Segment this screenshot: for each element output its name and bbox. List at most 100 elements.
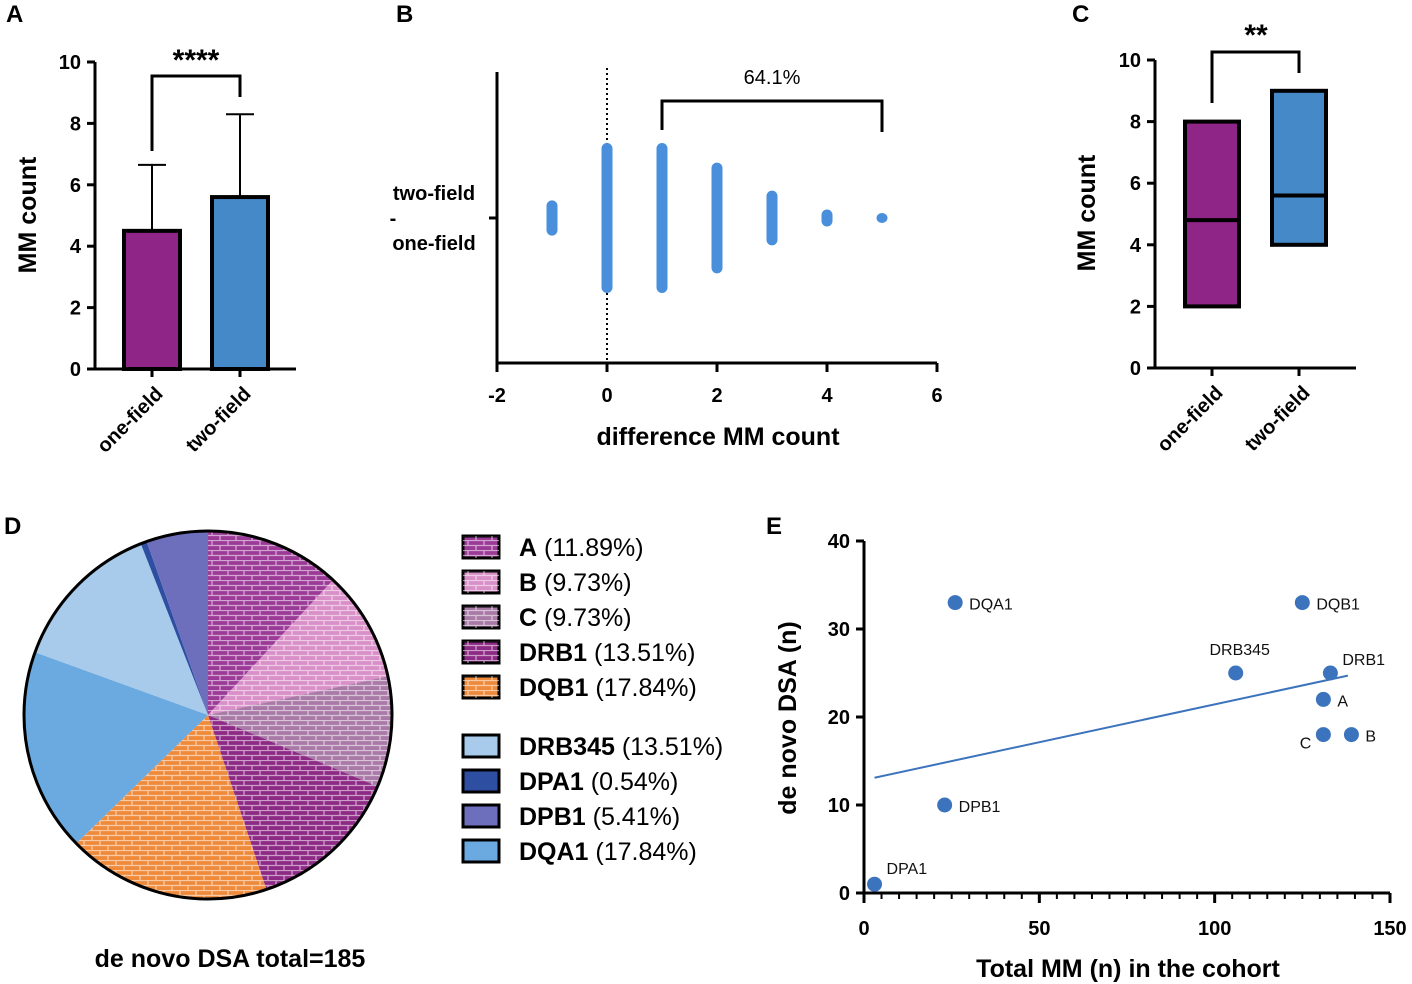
panel-c-significance: ** bbox=[1244, 19, 1268, 52]
panel-b-bracket bbox=[660, 99, 884, 132]
panel-e-point-a bbox=[1315, 691, 1331, 707]
panel-e-point-label: DPA1 bbox=[887, 861, 928, 878]
panel-c-ytick-label: 10 bbox=[1119, 50, 1141, 72]
panel-e-point-dpa1 bbox=[867, 876, 883, 892]
panel-e-ytick-label: 40 bbox=[828, 531, 850, 553]
panel-e-point-label: B bbox=[1365, 729, 1376, 746]
panel-e-point-dqb1 bbox=[1294, 595, 1310, 611]
panel-e-point-dqa1 bbox=[947, 595, 963, 611]
pie-slice-dpa1 bbox=[140, 541, 208, 715]
legend-percent: (17.84%) bbox=[588, 674, 696, 702]
legend-label-dqa1: DQA1 (17.84%) bbox=[519, 838, 697, 866]
pie-slice-pattern bbox=[76, 715, 267, 900]
panel-b-strip-points bbox=[711, 162, 723, 274]
legend-swatch-pattern bbox=[463, 606, 499, 628]
legend-label-b: B (9.73%) bbox=[519, 569, 632, 597]
legend-swatch-dpb1 bbox=[461, 803, 501, 829]
panel-c-box-chart: MM count 0 2 4 6 8 10 one-field two-field ** bbox=[1073, 19, 1356, 456]
panel-c-xtick-label: two-field bbox=[1241, 382, 1315, 456]
panel-e-point-label: DRB1 bbox=[1342, 652, 1385, 669]
panel-e-xtick-label: 50 bbox=[1028, 918, 1050, 940]
legend-name: C bbox=[519, 604, 537, 632]
panel-a-xtick-label: two-field bbox=[182, 383, 256, 457]
panel-a-ytick-label: 10 bbox=[59, 52, 81, 74]
panel-b-xtick-label: 4 bbox=[821, 385, 833, 407]
panel-e-point-label: C bbox=[1300, 736, 1312, 753]
panel-c-ytick-label: 0 bbox=[1130, 358, 1141, 380]
panel-b-annotation: 64.1% bbox=[744, 67, 801, 89]
legend-percent: (13.51%) bbox=[587, 639, 695, 667]
panel-e-scatter-chart: de novo DSA (n) 0 10 20 30 40 0 50 100 150 DQA1 DQ… bbox=[774, 531, 1407, 983]
panel-e-trend-line bbox=[874, 674, 1349, 779]
panel-b-strip-points bbox=[821, 209, 833, 227]
panel-a-ytick-label: 4 bbox=[70, 236, 82, 258]
legend-name: DPA1 bbox=[519, 768, 584, 796]
panel-a-ytick-label: 6 bbox=[70, 175, 81, 197]
panel-e-xtick-label: 150 bbox=[1373, 918, 1406, 940]
legend-percent: (17.84%) bbox=[588, 838, 696, 866]
panel-e-point-label: DQB1 bbox=[1316, 597, 1360, 614]
panel-b-strip-points bbox=[766, 190, 778, 246]
panel-e-ytick-label: 0 bbox=[839, 883, 850, 905]
panel-e-point-label: DQA1 bbox=[969, 597, 1013, 614]
legend-label-dpa1: DPA1 (0.54%) bbox=[519, 768, 678, 796]
panel-b-ylabel-line-1: two-field bbox=[393, 183, 475, 205]
legend-label-dqb1: DQB1 (17.84%) bbox=[519, 674, 697, 702]
panel-a-bar bbox=[122, 228, 182, 371]
panel-e-xtick-label: 100 bbox=[1198, 918, 1231, 940]
panel-c-xtick-label: one-field bbox=[1153, 382, 1227, 456]
pie-slice-pattern bbox=[208, 715, 378, 890]
panel-label-c: C bbox=[1072, 1, 1089, 28]
panel-b-xlabel: difference MM count bbox=[596, 423, 840, 451]
panel-b-xtick-label: 6 bbox=[931, 385, 942, 407]
legend-swatch-drb345 bbox=[461, 733, 501, 759]
panel-c-ytick-label: 2 bbox=[1130, 296, 1141, 318]
legend-name: DRB345 bbox=[519, 733, 615, 761]
panel-c-ylabel: MM count bbox=[1073, 154, 1101, 271]
legend-name: B bbox=[519, 569, 537, 597]
panel-e-point-label: DRB345 bbox=[1209, 642, 1270, 659]
panel-b-strip-points bbox=[656, 143, 668, 293]
legend-label-c: C (9.73%) bbox=[519, 604, 632, 632]
panel-a-ytick-label: 8 bbox=[70, 113, 81, 135]
legend-name: DQA1 bbox=[519, 838, 589, 866]
legend-percent: (9.73%) bbox=[537, 569, 631, 597]
pie-slice-dqa1 bbox=[24, 652, 209, 844]
pie-slice-pattern bbox=[208, 580, 388, 715]
pie-outline bbox=[22, 529, 394, 901]
panel-c-ytick-label: 4 bbox=[1130, 235, 1142, 257]
panel-b-strip-points bbox=[546, 200, 558, 236]
legend-percent: (9.73%) bbox=[537, 604, 631, 632]
panel-a-bar bbox=[210, 195, 270, 371]
panel-e-ylabel: de novo DSA (n) bbox=[774, 621, 802, 815]
panel-e-ytick-label: 30 bbox=[828, 619, 850, 641]
panel-a-significance: **** bbox=[173, 44, 220, 77]
panel-label-d: D bbox=[4, 513, 21, 540]
panel-c-box bbox=[1270, 88, 1328, 247]
pie-slice-dpb1 bbox=[146, 531, 208, 715]
panel-b-ylabel-line-3: one-field bbox=[392, 233, 475, 255]
legend-swatch-dqa1 bbox=[461, 838, 501, 864]
panel-e-point-label: A bbox=[1337, 693, 1348, 710]
legend-swatch-pattern bbox=[463, 536, 499, 558]
legend-label-drb1: DRB1 (13.51%) bbox=[519, 639, 695, 667]
legend-swatch-pattern bbox=[463, 676, 499, 698]
legend-label-dpb1: DPB1 (5.41%) bbox=[519, 803, 680, 831]
panel-a-bar-chart: MM count 0 2 4 6 8 10 one-field two-field **** bbox=[14, 44, 296, 457]
panel-b-ylabel-line-2: - bbox=[390, 208, 397, 230]
panel-e-point-drb345 bbox=[1228, 665, 1244, 681]
legend-percent: (0.54%) bbox=[584, 768, 678, 796]
panel-a-xtick-label: one-field bbox=[93, 383, 167, 457]
panel-a-significance-bracket bbox=[150, 74, 242, 151]
legend-swatch-dpa1 bbox=[461, 768, 501, 794]
legend-percent: (11.89%) bbox=[537, 534, 644, 562]
panel-e-point-dpb1 bbox=[937, 797, 953, 813]
panel-a-ylabel: MM count bbox=[14, 156, 42, 273]
legend-percent: (13.51%) bbox=[615, 733, 723, 761]
panel-c-ytick-label: 6 bbox=[1130, 173, 1141, 195]
panel-e-point-c bbox=[1315, 727, 1331, 743]
legend-swatch-pattern bbox=[463, 641, 499, 663]
panel-e-xtick-label: 0 bbox=[858, 918, 869, 940]
panel-e-ytick-label: 20 bbox=[828, 707, 850, 729]
